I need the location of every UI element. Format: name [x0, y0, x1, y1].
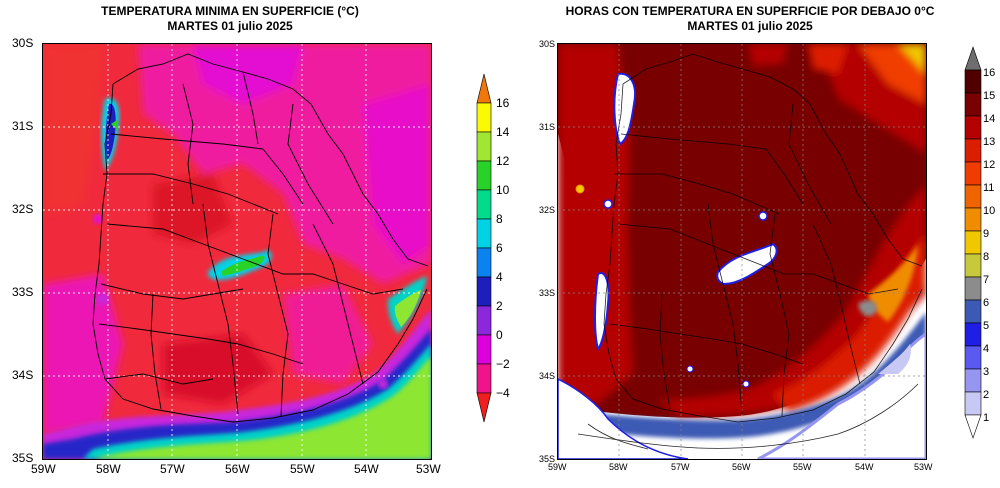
colorbar-label: 5 — [983, 320, 990, 332]
right-x-tick: 57W — [671, 462, 690, 472]
min-temperature-map — [42, 43, 432, 460]
right-y-tick: 32S — [539, 205, 556, 215]
left-map-title: TEMPERATURA MINIMA EN SUPERFICIE (°C) MA… — [60, 4, 400, 34]
left-title-line2: MARTES 01 julio 2025 — [167, 19, 293, 33]
right-x-tick: 55W — [793, 462, 812, 472]
left-y-tick: 35S — [12, 451, 34, 465]
colorbar-label: −2 — [496, 357, 510, 371]
colorbar-label: 15 — [983, 90, 996, 102]
colorbar-swatch — [964, 345, 982, 370]
hours-below-zero-map — [557, 43, 927, 460]
colorbar-swatch — [476, 247, 492, 278]
hours-below-zero-field — [558, 44, 926, 459]
colorbar-label: 1 — [983, 412, 990, 424]
colorbar-label: 6 — [496, 241, 503, 255]
colorbar-label: −4 — [496, 386, 510, 400]
colorbar-swatch — [964, 253, 982, 278]
right-map-title: HORAS CON TEMPERATURA EN SUPERFICIE POR … — [540, 4, 960, 34]
colorbar-label: 2 — [983, 389, 990, 401]
colorbar-swatch — [476, 189, 492, 220]
colorbar-label: 7 — [983, 274, 990, 286]
min-temperature-field — [43, 44, 431, 459]
colorbar-swatch — [964, 138, 982, 163]
right-x-tick: 53W — [914, 462, 933, 472]
right-x-tick: 54W — [855, 462, 874, 472]
colorbar-swatch — [964, 299, 982, 324]
colorbar-swatch — [964, 368, 982, 393]
colorbar-swatch — [964, 207, 982, 232]
colorbar-swatch — [964, 46, 982, 71]
colorbar-label: 14 — [496, 125, 510, 139]
colorbar-label: 12 — [983, 159, 996, 171]
colorbar-swatch — [476, 73, 492, 104]
left-y-tick: 30S — [12, 36, 34, 50]
right-y-tick: 33S — [539, 288, 556, 298]
right-y-tick: 35S — [539, 454, 556, 464]
right-y-tick: 30S — [539, 39, 556, 49]
right-y-tick: 31S — [539, 122, 556, 132]
colorbar-swatch — [964, 414, 982, 439]
left-x-tick: 53W — [416, 462, 441, 476]
left-x-tick: 59W — [31, 462, 56, 476]
temperature-colorbar — [476, 73, 492, 423]
colorbar-label: 10 — [983, 205, 996, 217]
colorbar-swatch — [476, 392, 492, 423]
colorbar-swatch — [476, 102, 492, 133]
colorbar-label: 2 — [496, 299, 503, 313]
colorbar-label: 4 — [983, 343, 990, 355]
left-title-line1: TEMPERATURA MINIMA EN SUPERFICIE (°C) — [101, 4, 359, 18]
right-y-tick: 34S — [539, 371, 556, 381]
colorbar-swatch — [964, 276, 982, 301]
colorbar-swatch — [476, 363, 492, 394]
colorbar-swatch — [964, 184, 982, 209]
left-x-tick: 57W — [160, 462, 185, 476]
colorbar-label: 0 — [496, 328, 503, 342]
right-x-tick: 59W — [548, 462, 567, 472]
right-title-line2: MARTES 01 julio 2025 — [687, 19, 813, 33]
colorbar-label: 4 — [496, 270, 503, 284]
left-x-tick: 56W — [225, 462, 250, 476]
colorbar-label: 12 — [496, 154, 510, 168]
left-y-tick: 32S — [12, 202, 34, 216]
colorbar-swatch — [964, 391, 982, 416]
colorbar-swatch — [964, 161, 982, 186]
colorbar-label: 9 — [983, 228, 990, 240]
right-x-tick: 56W — [732, 462, 751, 472]
colorbar-label: 10 — [496, 183, 510, 197]
colorbar-swatch — [964, 69, 982, 94]
colorbar-swatch — [964, 92, 982, 117]
colorbar-label: 3 — [983, 366, 990, 378]
left-y-tick: 34S — [12, 368, 34, 382]
colorbar-swatch — [964, 115, 982, 140]
colorbar-label: 14 — [983, 113, 996, 125]
colorbar-label: 11 — [983, 182, 995, 194]
colorbar-swatch — [476, 131, 492, 162]
colorbar-swatch — [964, 230, 982, 255]
left-y-tick: 33S — [12, 285, 34, 299]
left-x-tick: 58W — [96, 462, 121, 476]
left-x-tick: 54W — [354, 462, 379, 476]
left-y-tick: 31S — [12, 119, 34, 133]
colorbar-label: 13 — [983, 136, 996, 148]
left-x-tick: 55W — [290, 462, 315, 476]
colorbar-label: 8 — [496, 212, 503, 226]
colorbar-label: 6 — [983, 297, 990, 309]
hours-colorbar — [964, 46, 982, 439]
colorbar-swatch — [476, 160, 492, 191]
colorbar-swatch — [476, 218, 492, 249]
colorbar-label: 8 — [983, 251, 990, 263]
colorbar-swatch — [964, 322, 982, 347]
colorbar-swatch — [476, 305, 492, 336]
right-x-tick: 58W — [609, 462, 628, 472]
right-title-line1: HORAS CON TEMPERATURA EN SUPERFICIE POR … — [565, 4, 935, 18]
colorbar-label: 16 — [983, 67, 996, 79]
colorbar-label: 16 — [496, 96, 510, 110]
colorbar-swatch — [476, 276, 492, 307]
colorbar-swatch — [476, 334, 492, 365]
